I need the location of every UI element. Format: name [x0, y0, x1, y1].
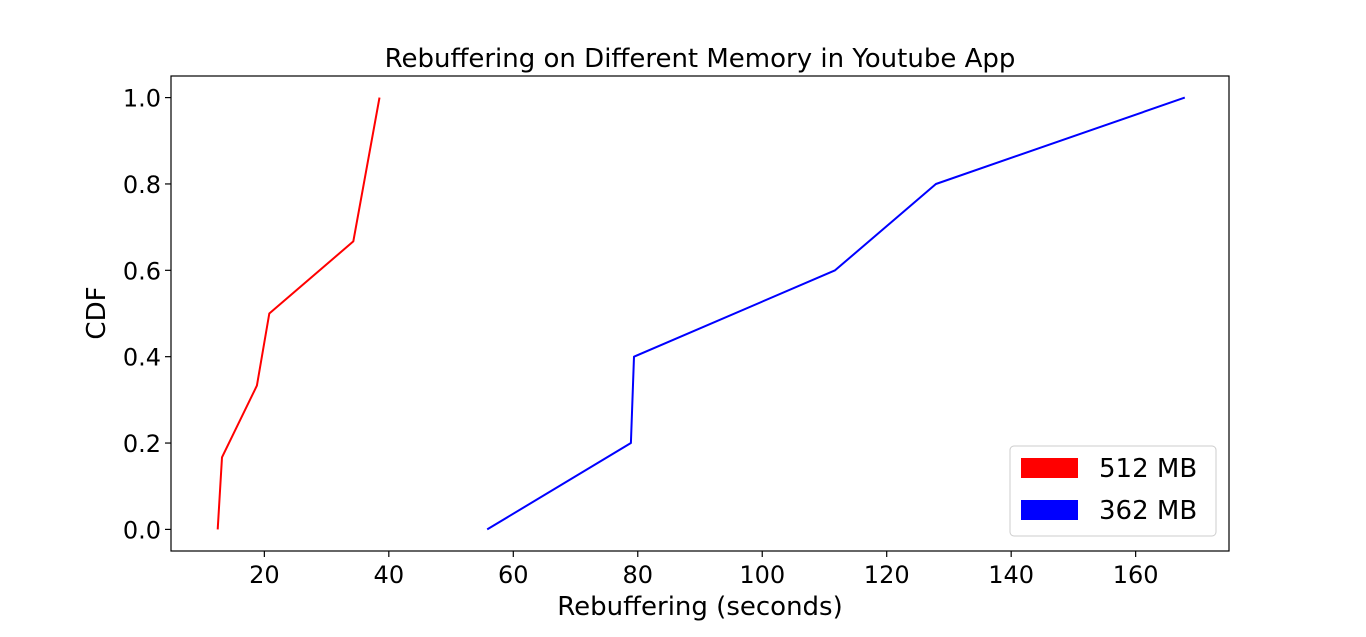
- x-tick-label: 80: [622, 561, 653, 589]
- x-tick-label: 100: [739, 561, 785, 589]
- x-axis-ticks: 20 40 60 80 100 120 140 160: [249, 551, 1159, 589]
- y-tick-label: 0.6: [123, 257, 161, 285]
- plot-frame: [170, 75, 1230, 552]
- y-axis-ticks: 0.0 0.2 0.4 0.6 0.8 1.0: [123, 85, 171, 544]
- x-tick-label: 20: [249, 561, 280, 589]
- legend-label-512-mb: 512 MB: [1099, 454, 1197, 484]
- x-tick-label: 40: [374, 561, 405, 589]
- legend-label-362-mb: 362 MB: [1099, 496, 1197, 526]
- series-line-362-mb: [486, 96, 1186, 531]
- y-tick-label: 0.8: [123, 171, 161, 199]
- y-tick-label: 0.2: [123, 430, 161, 458]
- series-line-512-mb: [216, 97, 381, 530]
- chart-title: Rebuffering on Different Memory in Youtu…: [385, 44, 1016, 74]
- x-tick-label: 60: [498, 561, 529, 589]
- x-axis-label: Rebuffering (seconds): [557, 592, 843, 622]
- legend-swatch-512-mb: [1021, 458, 1078, 478]
- x-tick-label: 160: [1113, 561, 1159, 589]
- plot-content: [216, 96, 1186, 531]
- legend-swatch-362-mb: [1021, 500, 1078, 520]
- x-tick-label: 120: [864, 561, 910, 589]
- y-tick-label: 1.0: [123, 85, 161, 113]
- y-tick-label: 0.0: [123, 516, 161, 544]
- x-tick-label: 140: [988, 561, 1034, 589]
- y-tick-label: 0.4: [123, 344, 161, 372]
- y-axis-label: CDF: [82, 286, 112, 339]
- legend: 512 MB 362 MB: [1009, 445, 1217, 537]
